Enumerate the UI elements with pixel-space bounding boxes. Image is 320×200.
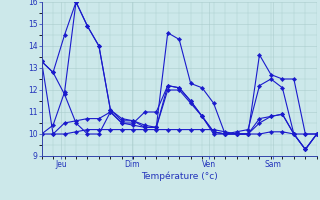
X-axis label: Température (°c): Température (°c) (141, 172, 218, 181)
